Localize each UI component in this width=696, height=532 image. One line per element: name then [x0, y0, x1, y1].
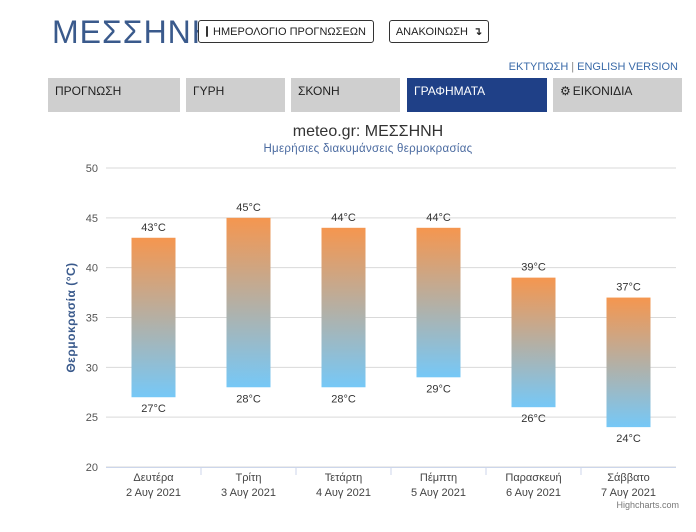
low-temperature-label: 27°C — [141, 403, 166, 415]
y-tick-label: 20 — [86, 462, 98, 474]
high-temperature-label: 44°C — [426, 212, 451, 224]
x-tick-date-label: 4 Αυγ 2021 — [316, 487, 371, 499]
x-tick-day-label: Σάββατο — [607, 472, 649, 484]
gear-icon: ⚙ — [560, 84, 571, 98]
low-temperature-label: 24°C — [616, 433, 641, 445]
chart-title: meteo.gr: ΜΕΣΣΗΝΗ — [292, 123, 444, 140]
temperature-range-bar[interactable] — [226, 217, 271, 388]
y-tick-label: 40 — [86, 263, 98, 275]
x-tick-date-label: 6 Αυγ 2021 — [506, 487, 561, 499]
tab-dust[interactable]: ΣΚΟΝΗ — [291, 78, 400, 112]
x-axis: Δευτέρα 2 Αυγ 2021 Τρίτη 3 Αυγ 2021 Τετάρτη 4… — [106, 467, 676, 499]
tab-icons[interactable]: ⚙ ΕΙΚΟΝΙΔΙΑ — [553, 78, 682, 112]
high-temperature-label: 44°C — [331, 212, 356, 224]
y-axis-title: Θερμοκρασία (°C) — [64, 262, 78, 372]
city-title: ΜΕΣΣΗΝΗ — [52, 14, 216, 50]
english-version-link[interactable]: ENGLISH VERSION — [577, 61, 678, 73]
tab-forecast-label: ΠΡΟΓΝΩΣΗ — [55, 84, 122, 98]
forecast-calendar-button[interactable]: ΗΜΕΡΟΛΟΓΙΟ ΠΡΟΓΝΩΣΕΩΝ — [198, 20, 374, 43]
link-separator: | — [571, 61, 575, 73]
tab-pollen[interactable]: ΓΥΡΗ — [186, 78, 285, 112]
x-tick-day-label: Παρασκευή — [505, 472, 561, 484]
tab-dust-label: ΣΚΟΝΗ — [298, 84, 340, 98]
temperature-range-bar[interactable] — [606, 297, 651, 428]
tab-icons-label: ΕΙΚΟΝΙΔΙΑ — [572, 84, 633, 98]
y-tick-label: 30 — [86, 362, 98, 374]
tab-pollen-label: ΓΥΡΗ — [193, 84, 225, 98]
chart-bars: 43°C 27°C 45°C 28°C 44°C 28°C 44°C 29°C 39°C 26°C… — [131, 202, 651, 445]
high-temperature-label: 43°C — [141, 222, 166, 234]
tab-charts[interactable]: ΓΡΑΦΗΜΑΤΑ — [407, 78, 547, 112]
chart-credit[interactable]: Highcharts.com — [616, 500, 679, 510]
x-tick-day-label: Τετάρτη — [325, 472, 363, 484]
temperature-range-bar[interactable] — [416, 227, 461, 378]
arrow-return-icon: ↴ — [472, 26, 483, 38]
calendar-icon — [206, 26, 209, 37]
tab-bar: ΠΡΟΓΝΩΣΗ ΓΥΡΗ ΣΚΟΝΗ ΓΡΑΦΗΜΑΤΑ ⚙ ΕΙΚΟΝΙΔΙΑ — [48, 78, 682, 112]
x-tick-date-label: 7 Αυγ 2021 — [601, 487, 656, 499]
low-temperature-label: 28°C — [236, 393, 261, 405]
temperature-range-bar[interactable] — [131, 237, 176, 398]
forecast-calendar-label: ΗΜΕΡΟΛΟΓΙΟ ΠΡΟΓΝΩΣΕΩΝ — [213, 25, 366, 38]
chart-grid — [106, 167, 676, 468]
print-link[interactable]: ΕΚΤΥΠΩΣΗ — [508, 61, 569, 73]
x-tick-day-label: Πέμπτη — [420, 472, 457, 484]
y-tick-label: 50 — [86, 163, 98, 175]
high-temperature-label: 39°C — [521, 262, 546, 274]
y-axis-ticks: 20 25 30 35 40 45 50 — [86, 163, 98, 474]
y-tick-label: 45 — [86, 213, 98, 225]
low-temperature-label: 26°C — [521, 413, 546, 425]
high-temperature-label: 37°C — [616, 282, 641, 294]
announcement-button[interactable]: ΑΝΑΚΟΙΝΩΣΗ ↴ — [389, 20, 489, 43]
low-temperature-label: 29°C — [426, 383, 451, 395]
y-tick-label: 25 — [86, 412, 98, 424]
low-temperature-label: 28°C — [331, 393, 356, 405]
tab-forecast[interactable]: ΠΡΟΓΝΩΣΗ — [48, 78, 180, 112]
tab-charts-label: ΓΡΑΦΗΜΑΤΑ — [414, 84, 486, 98]
top-links: ΕΚΤΥΠΩΣΗ | ENGLISH VERSION — [509, 61, 678, 73]
x-tick-day-label: Δευτέρα — [133, 472, 174, 484]
temperature-range-bar[interactable] — [321, 227, 366, 388]
x-tick-date-label: 3 Αυγ 2021 — [221, 487, 276, 499]
x-tick-date-label: 2 Αυγ 2021 — [126, 487, 181, 499]
high-temperature-label: 45°C — [236, 202, 261, 214]
announcement-label: ΑΝΑΚΟΙΝΩΣΗ — [395, 25, 468, 38]
x-tick-date-label: 5 Αυγ 2021 — [411, 487, 466, 499]
y-tick-label: 35 — [86, 313, 98, 325]
chart-subtitle: Ημερήσιες διακυμάνσεις θερμοκρασίας — [263, 143, 473, 155]
x-tick-day-label: Τρίτη — [236, 472, 262, 484]
temperature-range-bar[interactable] — [511, 277, 556, 408]
